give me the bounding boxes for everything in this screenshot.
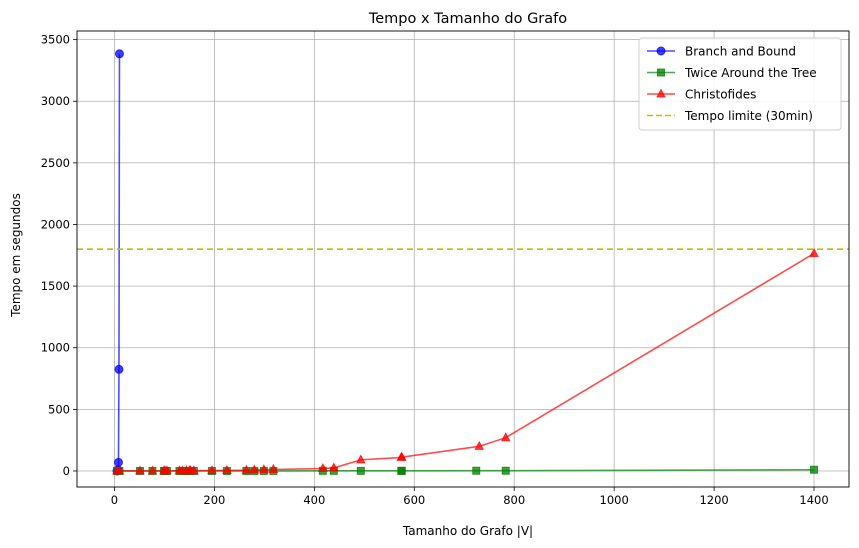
- x-tick-label: 800: [503, 493, 525, 507]
- x-tick-label: 1400: [799, 493, 828, 507]
- grid-lines: [77, 31, 849, 487]
- legend-marker: [656, 88, 666, 98]
- series-christofides: [112, 247, 819, 475]
- data-point: [113, 457, 123, 467]
- legend: Branch and Bound Twice Around the Tree Chr…: [638, 37, 842, 131]
- data-point: [147, 465, 158, 475]
- data-point: [474, 440, 485, 450]
- y-axis-ticks: 0 500 1000 1500 2000 2500 3000 3500: [41, 33, 77, 478]
- legend-marker: [657, 68, 665, 77]
- data-point: [355, 454, 366, 464]
- data-point: [249, 464, 260, 474]
- x-tick-label: 1000: [600, 493, 629, 507]
- legend-label: Tempo limite (30min): [684, 109, 813, 123]
- x-tick-label: 600: [403, 493, 425, 507]
- data-point: [222, 464, 232, 474]
- data-point: [810, 465, 819, 474]
- legend-item: Tempo limite (30min): [647, 109, 813, 123]
- chart-title: Tempo x Tamanho do Grafo: [368, 11, 567, 27]
- x-axis-ticks: 0 200 400 600 800 1000 1200 1400: [111, 487, 829, 507]
- data-point: [268, 463, 279, 473]
- series-layer: [77, 49, 849, 476]
- data-point: [397, 466, 406, 475]
- x-tick-label: 400: [303, 493, 325, 507]
- legend-label: Christofides: [685, 88, 756, 102]
- y-tick-label: 3500: [41, 33, 70, 47]
- data-point: [114, 364, 124, 374]
- x-tick-label: 1200: [699, 493, 728, 507]
- y-tick-label: 0: [63, 464, 70, 478]
- y-tick-label: 1000: [41, 341, 70, 355]
- legend-label: Twice Around the Tree: [684, 66, 817, 80]
- data-point: [500, 432, 511, 442]
- legend-label: Branch and Bound: [685, 45, 796, 59]
- data-point: [356, 466, 365, 475]
- legend-item: Branch and Bound: [647, 45, 796, 59]
- data-point: [318, 462, 328, 473]
- data-point: [809, 247, 819, 257]
- y-tick-label: 3000: [41, 94, 70, 108]
- data-point: [259, 464, 269, 474]
- data-point: [114, 49, 124, 59]
- data-point: [329, 462, 339, 472]
- y-tick-label: 500: [48, 402, 70, 416]
- data-point: [135, 465, 145, 475]
- data-point: [501, 466, 510, 475]
- series-line: [116, 53, 121, 472]
- x-tick-label: 0: [111, 493, 118, 507]
- data-point: [207, 465, 217, 475]
- data-point: [241, 464, 252, 474]
- y-axis-label: Tempo em segundos: [9, 193, 23, 318]
- axes-frame: [76, 30, 850, 488]
- x-tick-label: 200: [203, 493, 225, 507]
- x-axis-label: Tamanho do Grafo |V|: [402, 524, 533, 538]
- data-point: [162, 465, 172, 475]
- legend-marker: [656, 46, 666, 56]
- legend-box: [638, 37, 842, 131]
- data-point: [114, 465, 125, 475]
- legend-item: Twice Around the Tree: [647, 66, 817, 80]
- y-tick-label: 1500: [41, 279, 70, 293]
- legend-item: Christofides: [647, 88, 756, 102]
- y-tick-label: 2500: [41, 156, 70, 170]
- data-point: [189, 465, 199, 475]
- data-point: [472, 466, 481, 475]
- y-tick-label: 2000: [41, 217, 70, 231]
- data-point: [396, 451, 407, 461]
